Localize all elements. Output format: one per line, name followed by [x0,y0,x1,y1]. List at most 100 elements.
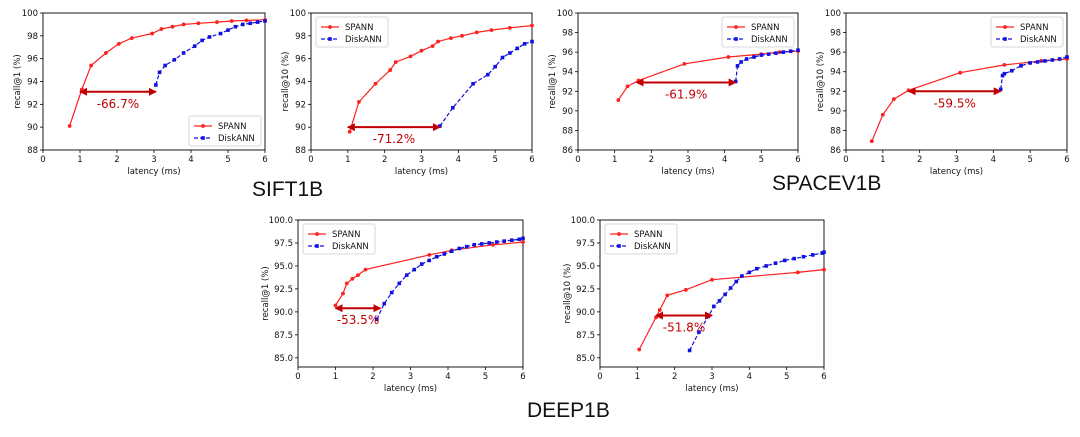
data-point-diskann [427,258,432,263]
series-line-diskann [1000,56,1068,90]
x-tick-label: 3 [954,155,959,165]
data-point-spann [244,18,249,23]
data-point-diskann [712,304,716,309]
data-point-diskann [263,19,267,23]
data-point-diskann [801,254,806,259]
x-tick-label: 5 [492,155,497,165]
data-point-spann [637,347,642,352]
y-tick-label: 92.5 [274,285,293,295]
data-point-spann [491,242,495,247]
x-tick-label: 3 [685,155,690,165]
data-point-spann [683,287,688,292]
data-point-spann [393,60,398,64]
y-tick-label: 94 [295,78,306,88]
data-point-diskann [530,39,534,44]
x-tick-label: 0 [597,372,602,382]
x-tick-label: 3 [408,372,413,382]
data-point-spann [460,33,464,38]
data-point-diskann [181,51,186,55]
data-point-diskann [502,239,507,243]
x-tick-label: 2 [917,155,922,165]
figure-title-deep1b: DEEP1B [527,399,610,422]
legend-marker-diskann [734,37,738,41]
data-point-spann [726,55,731,59]
improvement-label: -53.5% [337,313,379,327]
y-tick-label: 95.0 [274,262,293,272]
y-tick-label: 90 [295,123,306,133]
data-point-diskann [723,292,727,297]
x-tick-label: 2 [382,155,387,165]
x-tick-label: 0 [40,155,45,165]
data-point-diskann [752,55,756,59]
legend-label-spann: SPANN [218,122,247,132]
y-tick-label: 94 [27,78,38,88]
data-point-diskann [1043,59,1047,63]
y-tick-label: 98 [830,29,841,39]
data-point-diskann [783,258,787,263]
data-point-diskann [739,60,743,64]
chart-1: 0 1 2 3 4 5 6 88 90 92 94 96 98 100 latency (ms) recall… [13,9,268,177]
data-point-diskann [509,238,514,243]
data-point-spann [104,51,108,55]
figure-title-sift1b: SIFT1B [252,178,324,201]
x-tick-label: 6 [529,155,534,165]
data-point-diskann [464,244,469,249]
improvement-label: -71.2% [373,132,415,146]
y-tick-label: 88 [27,146,38,156]
legend-label-spann: SPANN [634,230,663,240]
legend: SPANN DiskANN [604,223,678,255]
y-tick-label: 88 [562,126,573,136]
y-axis-label: recall@10 (%) [563,264,573,324]
data-point-diskann [192,44,197,48]
data-point-diskann [508,51,512,55]
y-axis-label: recall@10 (%) [281,52,291,112]
data-point-diskann [728,286,733,290]
data-point-diskann [1000,73,1005,78]
data-point-spann [710,277,714,282]
x-tick-label: 4 [722,155,727,165]
data-point-diskann [522,42,527,46]
data-point-diskann [764,264,768,268]
y-tick-label: 94 [562,68,573,78]
y-tick-label: 96 [562,48,573,58]
data-point-diskann [1002,71,1007,76]
data-point-spann [958,70,963,75]
y-tick-label: 92 [295,100,306,110]
y-tick-label: 90.0 [576,308,595,318]
data-point-spann [530,23,534,28]
y-tick-label: 92 [27,100,38,110]
y-tick-label: 87.5 [274,331,293,341]
y-tick-label: 90 [562,107,573,117]
data-point-diskann [442,252,447,256]
legend-label-spann: SPANN [332,230,361,240]
x-tick-label: 4 [445,372,450,382]
x-tick-label: 4 [991,155,996,165]
data-point-diskann [822,250,826,254]
data-point-diskann [766,52,771,56]
x-tick-label: 0 [308,155,313,165]
x-tick-label: 6 [262,155,267,165]
data-point-spann [67,124,72,128]
improvement-label: -66.7% [97,97,139,111]
data-point-diskann [1065,55,1069,59]
legend-marker-diskann [328,37,332,41]
data-point-spann [170,24,175,29]
chart-4: 0 1 2 3 4 5 6 86 88 90 92 94 96 98 100 latency (ms) reca… [816,9,1070,177]
data-point-diskann [493,64,497,69]
x-tick-label: 1 [880,155,885,165]
x-tick-label: 6 [795,155,800,165]
y-tick-label: 92.5 [576,285,595,295]
data-point-spann [449,36,453,41]
x-tick-label: 5 [1027,155,1032,165]
data-point-spann [356,273,360,278]
data-point-diskann [434,254,439,259]
legend-marker-diskann [617,244,621,248]
data-point-diskann [154,83,158,87]
y-tick-label: 85.0 [576,354,595,364]
y-tick-label: 96 [830,48,841,58]
legend-marker-spann [617,232,621,236]
data-point-spann [869,139,874,144]
series-line-spann [334,241,524,306]
x-tick-label: 1 [635,372,640,382]
y-tick-label: 90.0 [274,308,293,318]
